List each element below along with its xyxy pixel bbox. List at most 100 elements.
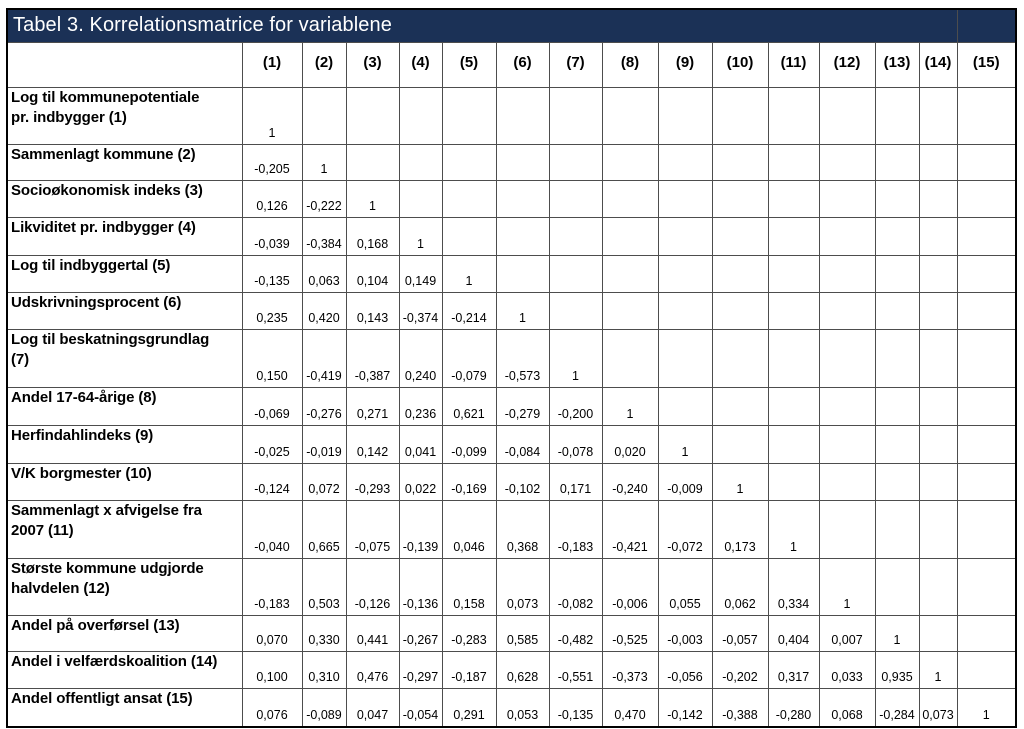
- correlation-table: Tabel 3. Korrelationsmatrice for variabl…: [6, 8, 1017, 728]
- empty-cell: [956, 329, 1017, 388]
- empty-cell: [398, 87, 443, 145]
- empty-cell: [601, 217, 659, 256]
- correlation-cell: 0,149: [398, 255, 443, 293]
- correlation-cell: -0,057: [711, 615, 769, 652]
- empty-cell: [601, 87, 659, 145]
- empty-cell: [767, 87, 820, 145]
- column-header-9: (9): [657, 42, 713, 88]
- empty-cell: [495, 217, 550, 256]
- correlation-cell: 0,628: [495, 651, 550, 689]
- correlation-cell: -0,421: [601, 500, 659, 559]
- correlation-cell: -0,293: [345, 463, 400, 501]
- empty-cell: [918, 558, 958, 616]
- empty-cell: [874, 463, 920, 501]
- correlation-cell: 0,935: [874, 651, 920, 689]
- table-row: Likviditet pr. indbygger (4) -0,039 -0,384…: [6, 217, 1017, 256]
- table-row: Log til indbyggertal (5) -0,135 0,063 0,104…: [6, 255, 1017, 293]
- table-row: Socioøkonomisk indeks (3) 0,126 -0,222 1: [6, 180, 1017, 218]
- empty-cell: [711, 425, 769, 464]
- row-label: Andel på overførsel (13): [6, 615, 243, 652]
- table-row: Log til kommunepotentiale pr. indbygger …: [6, 87, 1017, 145]
- correlation-cell: -0,297: [398, 651, 443, 689]
- empty-cell: [918, 463, 958, 501]
- corner-cell: [6, 42, 243, 88]
- table-row: Herfindahlindeks (9) -0,025 -0,019 0,142 0,0…: [6, 425, 1017, 464]
- correlation-cell: 0,476: [345, 651, 400, 689]
- correlation-cell: 0,046: [441, 500, 497, 559]
- correlation-cell: -0,039: [241, 217, 303, 256]
- row-label: Log til beskatningsgrundlag (7): [6, 329, 243, 388]
- empty-cell: [874, 255, 920, 293]
- empty-cell: [818, 292, 876, 330]
- correlation-cell: 1: [767, 500, 820, 559]
- correlation-cell: 0,033: [818, 651, 876, 689]
- empty-cell: [657, 87, 713, 145]
- empty-cell: [345, 87, 400, 145]
- empty-cell: [398, 180, 443, 218]
- column-header-11: (11): [767, 42, 820, 88]
- empty-cell: [711, 292, 769, 330]
- correlation-cell: -0,200: [548, 387, 603, 426]
- row-label: Andel 17-64-årige (8): [6, 387, 243, 426]
- empty-cell: [711, 329, 769, 388]
- table-row: V/K borgmester (10) -0,124 0,072 -0,293 0,02…: [6, 463, 1017, 501]
- empty-cell: [818, 463, 876, 501]
- empty-cell: [398, 144, 443, 181]
- empty-cell: [301, 87, 347, 145]
- correlation-cell: 0,053: [495, 688, 550, 727]
- correlation-cell: -0,025: [241, 425, 303, 464]
- correlation-cell: -0,240: [601, 463, 659, 501]
- empty-cell: [495, 255, 550, 293]
- row-label: Største kommune udgjorde halvdelen (12): [6, 558, 243, 616]
- row-label: Log til indbyggertal (5): [6, 255, 243, 293]
- correlation-cell: -0,079: [441, 329, 497, 388]
- empty-cell: [874, 387, 920, 426]
- correlation-cell: 0,271: [345, 387, 400, 426]
- empty-cell: [956, 500, 1017, 559]
- empty-cell: [918, 292, 958, 330]
- empty-cell: [874, 87, 920, 145]
- table-title-row: Tabel 3. Korrelationsmatrice for variabl…: [6, 8, 1017, 43]
- correlation-cell: 1: [301, 144, 347, 181]
- correlation-cell: -0,072: [657, 500, 713, 559]
- correlation-cell: 0,150: [241, 329, 303, 388]
- correlation-cell: -0,482: [548, 615, 603, 652]
- correlation-cell: 0,240: [398, 329, 443, 388]
- correlation-cell: 0,076: [241, 688, 303, 727]
- correlation-cell: -0,054: [398, 688, 443, 727]
- correlation-cell: -0,082: [548, 558, 603, 616]
- empty-cell: [548, 87, 603, 145]
- correlation-cell: 1: [711, 463, 769, 501]
- empty-cell: [711, 217, 769, 256]
- correlation-cell: -0,019: [301, 425, 347, 464]
- correlation-cell: -0,135: [241, 255, 303, 293]
- correlation-cell: 0,503: [301, 558, 347, 616]
- empty-cell: [441, 87, 497, 145]
- empty-cell: [601, 329, 659, 388]
- empty-cell: [918, 144, 958, 181]
- empty-cell: [495, 144, 550, 181]
- column-header-3: (3): [345, 42, 400, 88]
- correlation-cell: -0,183: [548, 500, 603, 559]
- correlation-cell: 0,073: [918, 688, 958, 727]
- empty-cell: [918, 500, 958, 559]
- correlation-cell: -0,284: [874, 688, 920, 727]
- table-row: Andel 17-64-årige (8) -0,069 -0,276 0,271 0,…: [6, 387, 1017, 426]
- empty-cell: [657, 255, 713, 293]
- empty-cell: [601, 292, 659, 330]
- correlation-cell: 1: [345, 180, 400, 218]
- empty-cell: [657, 387, 713, 426]
- empty-cell: [601, 180, 659, 218]
- correlation-cell: -0,276: [301, 387, 347, 426]
- correlation-cell: -0,089: [301, 688, 347, 727]
- empty-cell: [874, 217, 920, 256]
- empty-cell: [767, 180, 820, 218]
- column-header-15: (15): [956, 42, 1017, 88]
- correlation-cell: 0,665: [301, 500, 347, 559]
- correlation-cell: -0,009: [657, 463, 713, 501]
- correlation-cell: 0,073: [495, 558, 550, 616]
- empty-cell: [818, 87, 876, 145]
- correlation-cell: 0,070: [241, 615, 303, 652]
- column-header-row: (1) (2) (3) (4) (5) (6) (7) (8) (9) (10) (11) (12)(…: [6, 42, 1017, 88]
